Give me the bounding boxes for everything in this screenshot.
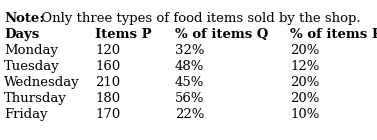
Text: Tuesday: Tuesday <box>4 60 60 73</box>
Text: Monday: Monday <box>4 44 58 57</box>
Text: Friday: Friday <box>4 108 48 121</box>
Text: 210: 210 <box>95 76 120 89</box>
Text: 45%: 45% <box>175 76 204 89</box>
Text: Note:: Note: <box>4 12 44 25</box>
Text: 170: 170 <box>95 108 120 121</box>
Text: Items P: Items P <box>95 28 152 41</box>
Text: % of items R: % of items R <box>290 28 377 41</box>
Text: Wednesday: Wednesday <box>4 76 80 89</box>
Text: 20%: 20% <box>290 44 319 57</box>
Text: Only three types of food items sold by the shop.: Only three types of food items sold by t… <box>37 12 361 25</box>
Text: Days: Days <box>4 28 39 41</box>
Text: 10%: 10% <box>290 108 319 121</box>
Text: 20%: 20% <box>290 76 319 89</box>
Text: 22%: 22% <box>175 108 204 121</box>
Text: 12%: 12% <box>290 60 319 73</box>
Text: 120: 120 <box>95 44 120 57</box>
Text: 180: 180 <box>95 92 120 105</box>
Text: % of items Q: % of items Q <box>175 28 268 41</box>
Text: 48%: 48% <box>175 60 204 73</box>
Text: 56%: 56% <box>175 92 204 105</box>
Text: 160: 160 <box>95 60 120 73</box>
Text: 20%: 20% <box>290 92 319 105</box>
Text: 32%: 32% <box>175 44 204 57</box>
Text: Thursday: Thursday <box>4 92 67 105</box>
